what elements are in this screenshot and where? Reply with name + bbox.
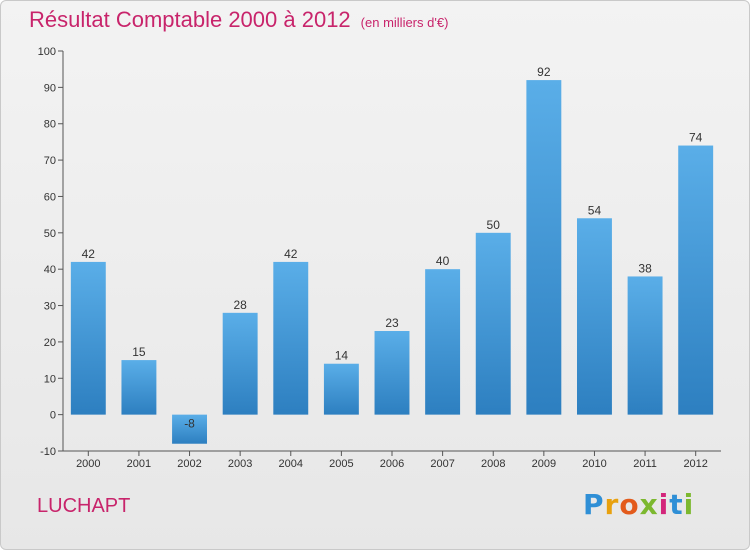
data-label-2007: 40: [436, 254, 450, 268]
bar-2007: [425, 269, 461, 415]
y-tick-label: 100: [38, 46, 56, 58]
y-tick-label: 90: [44, 82, 56, 94]
x-tick-label-2002: 2002: [177, 458, 201, 470]
logo-letter: x: [639, 488, 659, 521]
data-label-2001: 15: [132, 345, 146, 359]
logo-letter: r: [604, 488, 620, 521]
data-label-2005: 14: [335, 349, 349, 363]
logo-letter: P: [583, 488, 605, 521]
bar-2011: [627, 276, 663, 415]
bar-2003: [222, 312, 258, 415]
bar-2012: [678, 145, 714, 415]
y-tick-label: 50: [44, 228, 56, 240]
chart-title: Résultat Comptable 2000 à 2012 (en millie…: [29, 7, 448, 33]
x-tick-label-2011: 2011: [633, 458, 657, 470]
data-label-2002: -8: [184, 417, 195, 431]
y-tick-label: 0: [50, 410, 56, 422]
data-label-2004: 42: [284, 247, 298, 261]
x-tick-label-2001: 2001: [127, 458, 151, 470]
data-label-2008: 50: [487, 218, 501, 232]
data-label-2003: 28: [233, 298, 247, 312]
x-tick-label-2004: 2004: [279, 458, 303, 470]
bar-2002: [172, 414, 208, 444]
y-tick-label: 70: [44, 155, 56, 167]
x-tick-label-2010: 2010: [582, 458, 606, 470]
x-tick-label-2003: 2003: [228, 458, 252, 470]
logo-letter: i: [683, 488, 695, 521]
data-label-2012: 74: [689, 131, 703, 145]
y-tick-label: 60: [44, 191, 56, 203]
x-tick-label-2006: 2006: [380, 458, 404, 470]
x-tick-label-2008: 2008: [481, 458, 505, 470]
data-label-2006: 23: [385, 316, 399, 330]
bar-2009: [526, 80, 562, 415]
y-tick-label: 30: [44, 301, 56, 313]
data-label-2009: 92: [537, 65, 551, 79]
chart-subtitle: (en milliers d'€): [360, 15, 449, 30]
y-tick-label: 20: [44, 337, 56, 349]
data-label-2000: 42: [82, 247, 96, 261]
x-tick-label-2009: 2009: [532, 458, 556, 470]
logo-letter: o: [619, 488, 640, 521]
chart-axes: -10 0 10 20 30 40 50 60 70 80 90 100 2000 2001 2002 200…: [38, 46, 721, 470]
x-tick-label-2000: 2000: [76, 458, 100, 470]
logo-letter: i: [658, 488, 670, 521]
bar-2008: [475, 232, 511, 415]
data-label-2011: 38: [638, 261, 652, 275]
x-tick-label-2012: 2012: [683, 458, 707, 470]
chart-data-labels: 42 15 -8 28 42 14 23 40 50 92 54 38 74: [82, 65, 703, 431]
bar-2001: [121, 360, 157, 415]
proxiti-logo: Proxiti: [583, 488, 694, 521]
chart-title-text: Résultat Comptable 2000 à 2012: [29, 7, 351, 32]
y-tick-label: -10: [40, 446, 56, 458]
x-tick-label-2007: 2007: [430, 458, 454, 470]
bar-2000: [70, 261, 106, 415]
data-label-2010: 54: [588, 203, 602, 217]
bar-2004: [273, 261, 309, 415]
y-tick-label: 10: [44, 373, 56, 385]
logo-letter: t: [669, 488, 684, 521]
bar-2005: [323, 363, 359, 415]
commune-name: LUCHAPT: [37, 495, 131, 517]
x-tick-label-2005: 2005: [329, 458, 353, 470]
bar-2010: [576, 218, 612, 415]
bar-2006: [374, 331, 410, 415]
y-tick-label: 40: [44, 264, 56, 276]
y-tick-label: 80: [44, 119, 56, 131]
chart-bars: [70, 80, 714, 444]
